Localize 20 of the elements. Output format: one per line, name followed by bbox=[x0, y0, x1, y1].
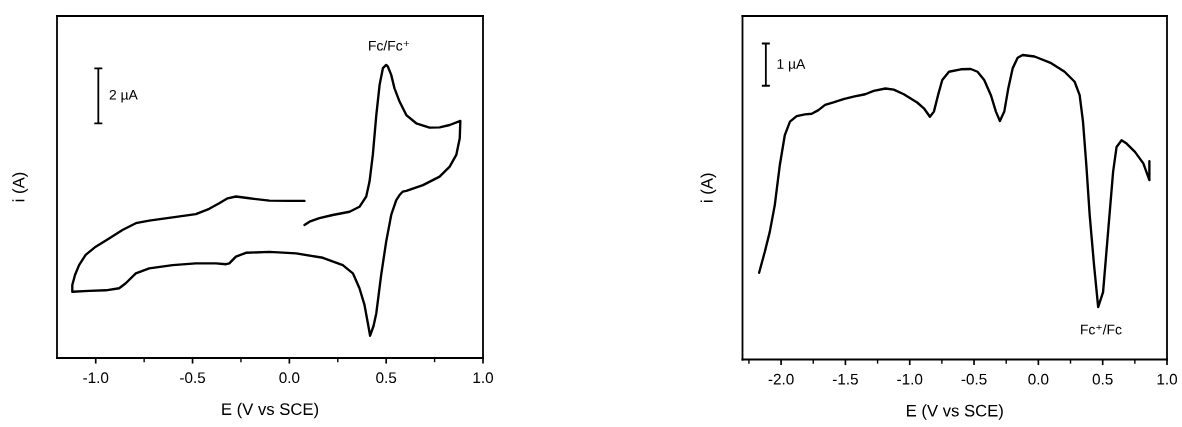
y-axis-title: i (A) bbox=[12, 172, 28, 202]
x-tick-label: 0.5 bbox=[1092, 373, 1113, 385]
x-tick-label: -0.5 bbox=[180, 372, 206, 384]
x-tick-label: 1.0 bbox=[473, 372, 494, 384]
x-tick-label: -1.5 bbox=[832, 373, 858, 385]
x-axis-title: E (V vs SCE) bbox=[222, 402, 319, 419]
y-axis-title: i (A) bbox=[700, 173, 717, 202]
annotation: Fc/Fc⁺ bbox=[369, 40, 410, 51]
x-tick-label: -1.0 bbox=[897, 373, 923, 385]
x-tick-label: 0.0 bbox=[1028, 373, 1049, 385]
annotation: Fc⁺/Fc bbox=[1081, 324, 1122, 335]
x-tick-label: -2.0 bbox=[768, 373, 794, 385]
x-tick-label: -0.5 bbox=[961, 373, 987, 385]
x-tick-label: 0.5 bbox=[376, 372, 397, 384]
x-tick-label: 1.0 bbox=[1157, 373, 1178, 385]
annotation: 1 µA bbox=[777, 59, 806, 72]
x-tick-label: 0.0 bbox=[279, 372, 300, 384]
x-axis-title: E (V vs SCE) bbox=[907, 404, 1003, 420]
x-tick-label: -1.0 bbox=[83, 372, 109, 384]
annotation: 2 µA bbox=[109, 89, 138, 103]
